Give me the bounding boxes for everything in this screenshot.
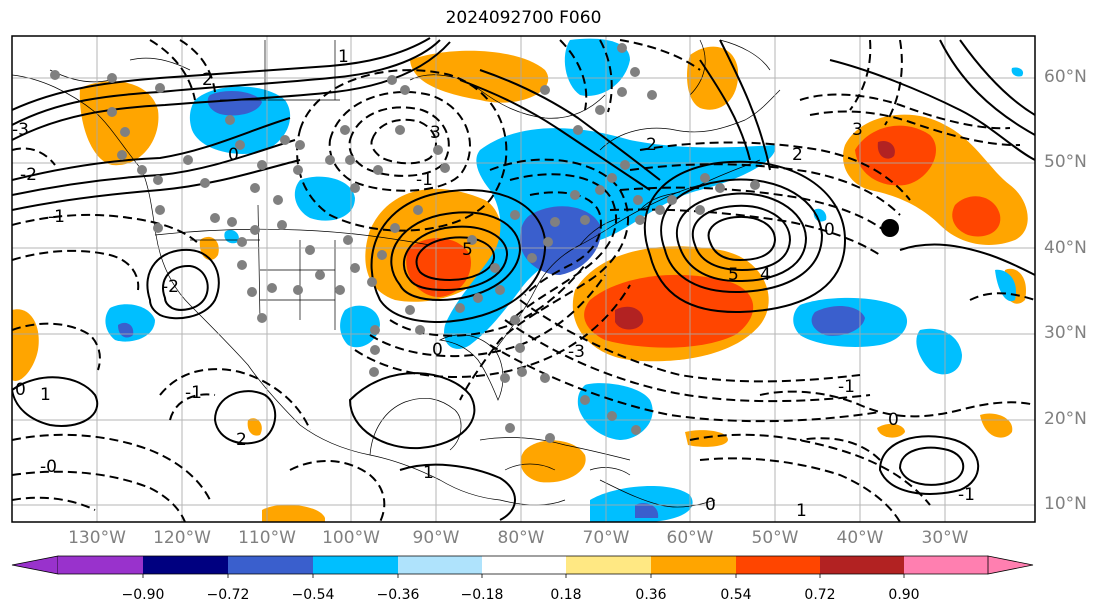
contour-label: 1 [423,463,434,483]
lon-label: 70°W [582,528,630,548]
colorbar [11,555,1034,578]
contour-label: 0 [705,495,716,515]
lon-label: 90°W [412,528,460,548]
colorbar-swatch [143,556,228,574]
map-layers: 2 0 -3 -2 -1 1 3 5 0 -1 2 4 5 -3 -1 0 2 … [12,36,1035,522]
contour-label: 5 [728,265,739,285]
lon-label: 120°W [153,528,211,548]
lat-label: 50°N [1044,152,1087,172]
contour-labels: 2 0 -3 -2 -1 1 3 5 0 -1 2 4 5 -3 -1 0 2 … [12,47,975,521]
highlight-marker [881,219,899,237]
contour-label: 2 [792,145,803,165]
colorbar-tick-label: 0.18 [550,587,582,603]
colorbar-swatch [904,556,988,574]
contour-label: -2 [20,165,37,185]
contour-label: -3 [568,342,585,362]
observation-markers [50,43,760,443]
contour-label: 0 [824,220,835,240]
lat-label: 10°N [1044,494,1087,514]
colorbar-tick-label: −0.90 [121,587,165,603]
colorbar-swatch [482,556,566,574]
lat-label: 60°N [1044,67,1087,87]
contour-label: 1 [40,385,51,405]
lon-label: 40°W [836,528,884,548]
colorbar-tick-label: −0.54 [291,587,335,603]
contour-label: -1 [185,383,202,403]
contour-label: 0 [228,145,239,165]
colorbar-max-extend [987,555,1034,575]
colorbar-swatch [651,556,736,574]
lon-label: 30°W [921,528,969,548]
graticule [12,36,1035,522]
lon-label: 80°W [497,528,545,548]
lon-label: 110°W [238,528,296,548]
colorbar-swatch [58,556,143,574]
contour-label: 0 [15,380,26,400]
colorbar-tick-label: 0.72 [804,587,836,603]
lat-label: 40°N [1044,238,1087,258]
colorbar-min-extend [11,555,59,575]
contour-label: -2 [162,277,179,297]
contour-label: 3 [852,120,863,140]
contour-label: 5 [462,240,473,260]
contour-label: -1 [958,485,975,505]
colorbar-tick-label: 0.36 [635,587,667,603]
contour-label: -1 [416,170,433,190]
contour-label: 0 [432,340,443,360]
contour-label: 1 [796,501,807,521]
colorbar-swatch [313,556,398,574]
map-frame [11,35,1036,523]
colorbar-tick-label: −0.36 [376,587,420,603]
colorbar-tick-label: −0.72 [206,587,250,603]
colorbar-swatch [736,556,820,574]
lon-label: 50°W [751,528,799,548]
contour-label: -1 [838,377,855,397]
contour-label: 1 [338,47,349,67]
colorbar-swatch [820,556,904,574]
colorbar-swatch [398,556,482,574]
contour-label: 4 [760,265,771,285]
contour-label: 2 [202,70,213,90]
contour-label: -3 [12,120,29,140]
contour-label: 0 [888,410,899,430]
positive-contours [12,37,1035,521]
contour-label: -1 [48,207,65,227]
map-title: 2024092700 F060 [445,8,602,28]
contour-label: 3 [430,123,441,143]
contour-label: 2 [646,135,657,155]
contour-label: -0 [40,457,57,477]
lon-label: 100°W [322,528,380,548]
colorbar-tick-label: −0.18 [460,587,504,603]
contour-label: 2 [236,430,247,450]
lat-label: 20°N [1044,409,1087,429]
colorbar-tick-label: 0.90 [888,587,920,603]
lon-label: 130°W [68,528,126,548]
lon-label: 60°W [666,528,714,548]
colorbar-tick-label: 0.54 [720,587,752,603]
colorbar-swatch [566,556,651,574]
colorbar-swatch [228,556,313,574]
lat-label: 30°N [1044,323,1087,343]
